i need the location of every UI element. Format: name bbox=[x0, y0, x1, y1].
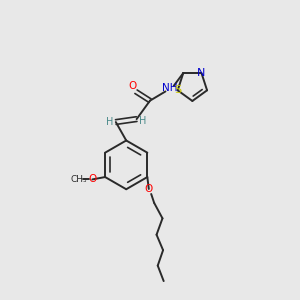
Text: CH₃: CH₃ bbox=[70, 175, 87, 184]
Text: O: O bbox=[88, 174, 97, 184]
Text: O: O bbox=[145, 184, 153, 194]
Text: O: O bbox=[128, 81, 136, 91]
Text: N: N bbox=[197, 68, 206, 78]
Text: H: H bbox=[140, 116, 147, 126]
Text: S: S bbox=[174, 85, 181, 95]
Text: H: H bbox=[106, 117, 113, 127]
Text: NH: NH bbox=[163, 83, 178, 93]
